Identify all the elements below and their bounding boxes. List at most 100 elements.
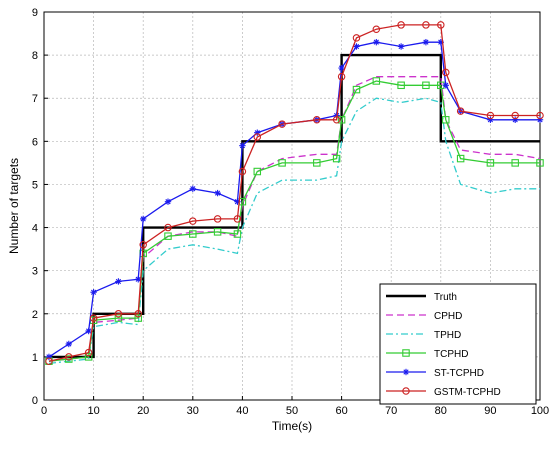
- y-tick-label: 7: [32, 93, 38, 105]
- data-point-marker: [65, 355, 73, 363]
- x-tick-label: 90: [484, 405, 496, 417]
- data-point-marker: [313, 159, 321, 167]
- data-point-marker: [164, 232, 172, 240]
- x-tick-label: 100: [531, 405, 549, 417]
- data-point-marker: [511, 111, 519, 120]
- legend-box: [379, 283, 537, 405]
- data-point-marker: [456, 154, 465, 163]
- data-point-marker: [337, 72, 346, 81]
- data-point-marker: [140, 215, 147, 223]
- data-point-marker: [45, 357, 53, 365]
- y-axis-label: Number of targets: [7, 158, 21, 254]
- series-line: [48, 97, 540, 365]
- data-point-marker: [213, 228, 222, 236]
- legend-item: TCPHD: [386, 349, 468, 360]
- data-point-marker: [214, 189, 221, 197]
- y-tick-label: 2: [32, 309, 38, 321]
- legend-label: ST-TCPHD: [434, 368, 484, 379]
- x-axis-ticks: 0 10 20 30 40 50 60 70 80 90 100: [41, 396, 549, 417]
- data-point-marker: [437, 21, 445, 29]
- legend-item: CPHD: [386, 311, 462, 322]
- data-point-marker: [278, 120, 286, 128]
- legend-label: TPHD: [434, 330, 461, 341]
- series-gstm-tcphd: [45, 21, 544, 365]
- legend-label: GSTM-TCPHD: [434, 387, 501, 398]
- x-tick-label: 20: [137, 405, 149, 417]
- legend-label: TCPHD: [434, 349, 468, 360]
- data-point-marker: [213, 215, 222, 223]
- y-tick-label: 0: [32, 395, 38, 407]
- data-point-marker: [422, 81, 430, 90]
- data-point-marker: [253, 167, 262, 176]
- data-point-marker: [239, 142, 246, 149]
- data-point-marker: [402, 349, 410, 357]
- data-point-marker: [189, 230, 197, 238]
- data-point-marker: [134, 310, 142, 318]
- y-tick-label: 3: [32, 266, 38, 278]
- data-point-marker: [486, 111, 495, 120]
- series-line: [48, 80, 540, 362]
- data-point-marker: [189, 217, 197, 225]
- data-point-marker: [536, 159, 544, 167]
- data-point-marker: [338, 64, 345, 72]
- y-tick-label: 9: [32, 7, 38, 19]
- data-point-marker: [352, 34, 361, 42]
- data-point-marker: [65, 353, 73, 361]
- data-point-marker: [233, 230, 242, 238]
- data-point-marker: [402, 387, 410, 395]
- data-point-marker: [85, 327, 92, 335]
- x-tick-label: 70: [385, 405, 397, 417]
- data-point-marker: [332, 154, 341, 163]
- data-point-marker: [422, 21, 430, 29]
- y-tick-label: 8: [32, 50, 38, 62]
- data-point-marker: [397, 81, 405, 90]
- y-tick-label: 1: [32, 352, 38, 364]
- data-point-marker: [139, 241, 147, 249]
- x-tick-label: 60: [335, 405, 347, 417]
- legend-item: GSTM-TCPHD: [386, 387, 501, 398]
- data-point-marker: [511, 159, 519, 167]
- data-point-marker: [253, 133, 262, 141]
- data-point-marker: [332, 116, 341, 124]
- data-point-marker: [164, 223, 172, 232]
- data-point-marker: [115, 278, 122, 285]
- x-tick-label: 80: [435, 405, 447, 417]
- y-tick-label: 4: [32, 223, 38, 235]
- data-point-marker: [135, 276, 142, 283]
- y-axis-ticks: 0 1 2 3 4 5 6 7 8 9: [32, 7, 48, 407]
- x-tick-label: 0: [41, 405, 47, 417]
- data-point-marker: [337, 116, 346, 124]
- legend-label: Truth: [434, 292, 457, 303]
- data-point-marker: [373, 38, 380, 46]
- data-point-marker: [442, 68, 450, 77]
- legend-item: ST-TCPHD: [386, 368, 484, 379]
- data-point-marker: [114, 314, 123, 322]
- data-point-marker: [442, 116, 450, 124]
- x-tick-label: 50: [286, 405, 298, 417]
- data-point-marker: [84, 353, 93, 361]
- data-point-marker: [65, 340, 72, 348]
- data-point-marker: [353, 43, 360, 50]
- data-point-marker: [372, 25, 381, 33]
- data-point-marker: [90, 289, 97, 296]
- data-point-marker: [486, 159, 495, 167]
- data-point-marker: [164, 198, 172, 205]
- data-point-marker: [397, 43, 405, 50]
- x-tick-label: 10: [87, 405, 99, 417]
- series-group: [45, 21, 544, 365]
- y-tick-label: 6: [32, 136, 38, 148]
- legend-item: Truth: [386, 292, 457, 303]
- data-point-marker: [402, 368, 410, 376]
- data-point-marker: [442, 82, 449, 89]
- data-point-marker: [397, 21, 405, 29]
- y-tick-label: 5: [32, 179, 38, 191]
- data-point-marker: [536, 111, 544, 120]
- series-tphd: [48, 97, 540, 365]
- data-point-marker: [114, 310, 123, 318]
- data-point-marker: [189, 185, 196, 192]
- data-point-marker: [134, 314, 142, 322]
- data-point-marker: [278, 159, 286, 167]
- data-point-marker: [372, 77, 381, 85]
- x-axis-label: Time(s): [272, 419, 312, 433]
